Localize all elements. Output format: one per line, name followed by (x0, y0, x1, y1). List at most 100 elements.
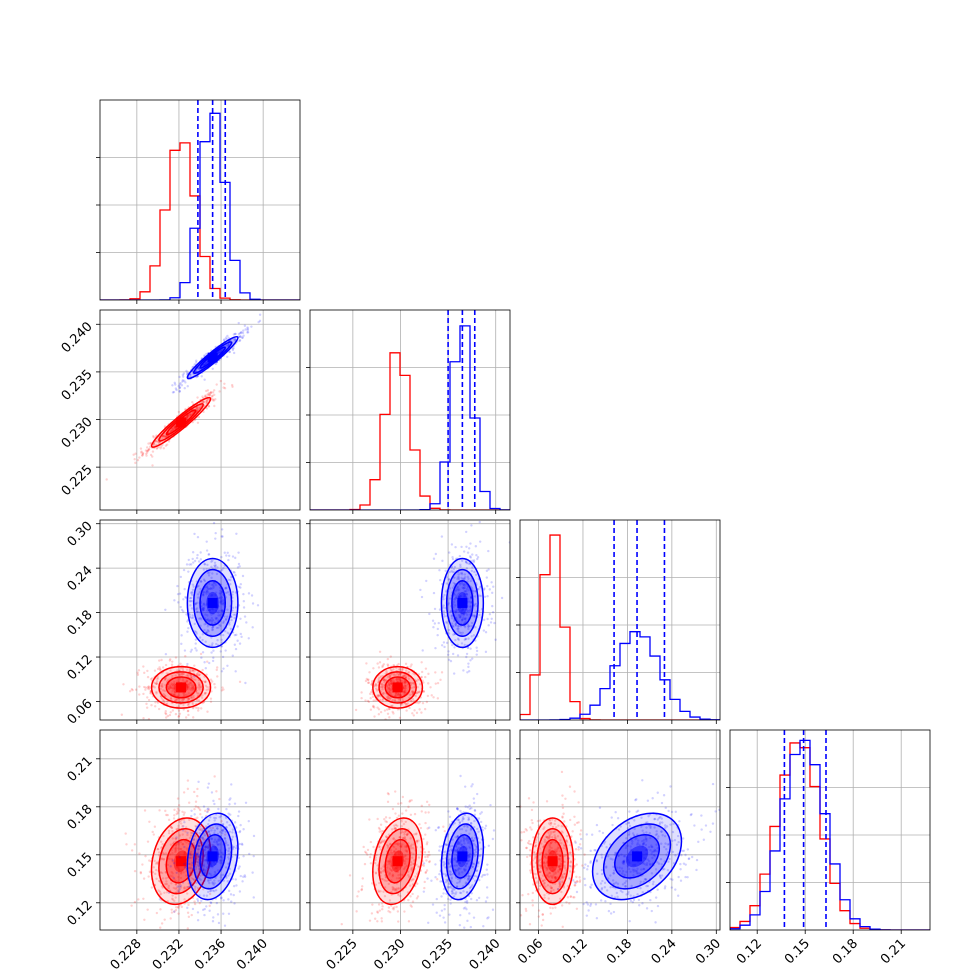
scatter-point (228, 803, 231, 806)
scatter-point (229, 797, 232, 800)
scatter-point (394, 812, 397, 815)
scatter-point (402, 690, 405, 693)
scatter-point (403, 836, 406, 840)
scatter-point (187, 686, 191, 689)
scatter-point (182, 708, 185, 711)
scatter-point (187, 697, 191, 700)
scatter-point (182, 703, 185, 707)
scatter-point (171, 684, 175, 688)
scatter-point (206, 393, 209, 396)
scatter-point (389, 688, 392, 691)
scatter-point (138, 685, 141, 688)
scatter-point (485, 868, 488, 871)
scatter-point (459, 809, 462, 813)
scatter-point (418, 700, 422, 704)
scatter-point (231, 593, 234, 596)
scatter-point (187, 713, 190, 717)
scatter-point (181, 373, 185, 377)
scatter-point (460, 576, 463, 580)
scatter-point (206, 710, 209, 713)
scatter-point (173, 381, 176, 385)
scatter-point (449, 609, 453, 613)
scatter-point (194, 638, 198, 641)
scatter-point (203, 691, 207, 695)
scatter-point (213, 829, 216, 832)
scatter-point (448, 597, 452, 600)
scatter-point (219, 349, 223, 353)
scatter-point (188, 597, 192, 600)
scatter-point (399, 845, 402, 848)
scatter-point (193, 844, 196, 847)
scatter-point (224, 833, 227, 836)
scatter-point (491, 591, 494, 595)
scatter-point (387, 707, 391, 711)
scatter-point (229, 627, 233, 631)
scatter-point (388, 690, 391, 694)
scatter-point (424, 855, 427, 859)
scatter-point (475, 653, 478, 656)
scatter-point (189, 563, 193, 566)
scatter-point (393, 853, 396, 857)
scatter-point (219, 874, 223, 877)
scatter-point (143, 809, 147, 812)
scatter-point (183, 845, 186, 849)
scatter-point (203, 623, 206, 626)
scatter-point (463, 592, 467, 595)
scatter-point (479, 812, 482, 816)
scatter-point (193, 603, 197, 606)
scatter-point (419, 826, 423, 830)
scatter-point (220, 535, 223, 538)
scatter-point (197, 692, 200, 695)
scatter-point (150, 703, 153, 707)
scatter-point (171, 830, 174, 833)
scatter-point (191, 884, 195, 887)
scatter-point (424, 667, 428, 670)
scatter-point (201, 668, 204, 672)
scatter-point (370, 683, 373, 686)
scatter-point (494, 638, 497, 641)
scatter-point (394, 827, 397, 830)
scatter-point (203, 661, 206, 664)
scatter-point (220, 568, 224, 572)
scatter-point (421, 649, 424, 652)
scatter-point (190, 834, 193, 837)
scatter-point (472, 559, 476, 562)
scatter-point (392, 887, 396, 890)
scatter-point (403, 673, 406, 677)
scatter-point (167, 831, 171, 835)
scatter-point (211, 626, 214, 629)
scatter-point (224, 830, 227, 833)
scatter-point (390, 869, 394, 872)
histogram-p2-series-1 (520, 631, 720, 720)
scatter-point (486, 873, 489, 876)
scatter-point (171, 391, 175, 394)
scatter-point (448, 570, 452, 574)
scatter-point (367, 681, 371, 684)
scatter-point (483, 587, 486, 590)
scatter-point (189, 674, 192, 677)
scatter-point (211, 391, 215, 394)
scatter-point (394, 848, 398, 851)
scatter-point (164, 435, 167, 438)
scatter-point (220, 596, 223, 599)
scatter-point (193, 559, 197, 563)
scatter-point (207, 838, 210, 842)
scatter-point (193, 630, 197, 633)
scatter-point (396, 843, 400, 847)
scatter-point (203, 854, 206, 858)
scatter-point (176, 592, 180, 596)
scatter-point (182, 568, 186, 572)
scatter-point (399, 694, 402, 697)
scatter-point (179, 819, 182, 822)
scatter-point (481, 826, 484, 829)
scatter-point (221, 829, 225, 832)
scatter-point (405, 702, 408, 706)
scatter-point (382, 663, 386, 666)
scatter-point (203, 400, 206, 403)
scatter-point (237, 814, 240, 818)
scatter-point (233, 902, 236, 905)
scatter-point (216, 842, 219, 846)
scatter-point (372, 845, 375, 849)
scatter-point (456, 654, 460, 657)
scatter-point (531, 821, 534, 825)
